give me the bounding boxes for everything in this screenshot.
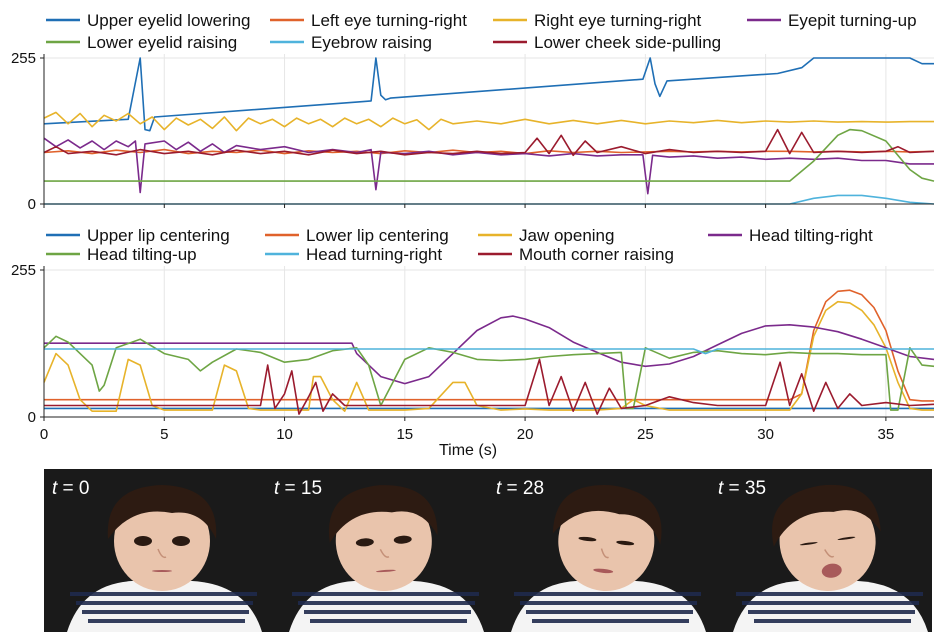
x-tick-label: 30 [757,426,774,443]
legend-label: Lower lip centering [306,226,449,245]
photo-time-label: t = 15 [274,478,322,499]
x-tick-label: 5 [160,426,168,443]
series-line-lower-eyelid-raising [44,128,935,182]
legend-label: Upper eyelid lowering [87,11,250,30]
eye [393,535,412,544]
eye [616,540,635,546]
nose [824,549,835,558]
photo-panel: t = 28 [488,469,710,632]
legend-label: Lower cheek side-pulling [534,33,721,52]
photo-time-label: t = 0 [52,478,90,499]
photo-time-label: t = 35 [718,478,766,499]
x-tick-label: 15 [396,426,413,443]
y-tick-label: 255 [11,50,36,67]
chart-top-eye-actuators: Upper eyelid lowering Left eye turning-ri… [11,11,935,213]
legend-label: Mouth corner raising [519,245,674,264]
series-line-eyebrow-raising [44,194,935,205]
series-line-lower-cheek-side-pulling [43,128,935,157]
eye [799,542,818,546]
y-tick-label: 255 [11,262,36,279]
android-head [107,485,217,591]
eye [134,536,152,546]
legend-label: Head tilting-right [749,226,873,245]
legend-label: Right eye turning-right [534,11,702,30]
legend-label: Left eye turning-right [311,11,467,30]
legend-label: Jaw opening [519,226,614,245]
mouth [593,568,614,574]
series-line-eyepit-turning-up [43,137,934,195]
legend-label: Head turning-right [306,245,442,264]
bottom-axes: 0 255 0 5 10 15 20 25 30 35 Time (s) [11,262,934,459]
mouth [821,563,842,578]
photo-panel: t = 15 [266,469,488,632]
photo-panel: t = 0 [44,469,266,632]
series-line-mouth-corner-raising [44,358,935,415]
hair [328,485,438,543]
android-head [328,485,438,591]
photo-panel: t = 35 [710,469,932,632]
y-tick-label: 0 [28,196,36,213]
mouth [375,569,396,573]
x-tick-label: 20 [517,426,534,443]
hair [552,485,662,545]
series-line-head-turning-right [44,348,934,355]
face [114,491,210,591]
chart-bottom-mouth-head-actuators: Upper lip centering Lower lip centering Ja… [11,226,935,459]
x-tick-label: 35 [878,426,895,443]
top-axes: 0 255 [11,50,934,213]
legend-label: Eyepit turning-up [788,11,917,30]
eye [837,536,856,540]
x-tick-label: 10 [276,426,293,443]
hair [107,485,217,539]
hair [772,484,881,547]
x-tick-label: 25 [637,426,654,443]
x-tick-label: 0 [40,426,48,443]
legend-label: Upper lip centering [87,226,230,245]
bottom-legend: Upper lip centering Lower lip centering Ja… [46,226,873,264]
face [335,491,432,591]
nose [600,548,609,559]
legend-label: Eyebrow raising [311,33,432,52]
android-head [552,485,662,591]
series-line-head-tilting-right [44,315,935,385]
android-head [772,484,881,591]
photo-strip: t = 0 t = 15 t = 28 t = 35 [44,469,932,632]
eye [172,536,190,546]
series-line-head-tilting-up [43,335,935,411]
bottom-plot-lines [43,289,935,415]
series-line-right-eye-turning-right [43,111,934,132]
top-legend: Upper eyelid lowering Left eye turning-ri… [46,11,917,52]
nose [379,548,390,558]
legend-label: Lower eyelid raising [87,33,237,52]
x-axis-title: Time (s) [439,442,497,459]
eye [355,538,374,547]
y-tick-label: 0 [28,409,36,426]
photo-time-label: t = 28 [496,478,544,499]
top-plot-lines [43,57,935,205]
eye [578,536,597,542]
nose [157,548,167,559]
face [558,491,655,591]
series-line-upper-eyelid-lowering [43,57,934,132]
legend-label: Head tilting-up [87,245,197,264]
mouth [152,570,172,572]
